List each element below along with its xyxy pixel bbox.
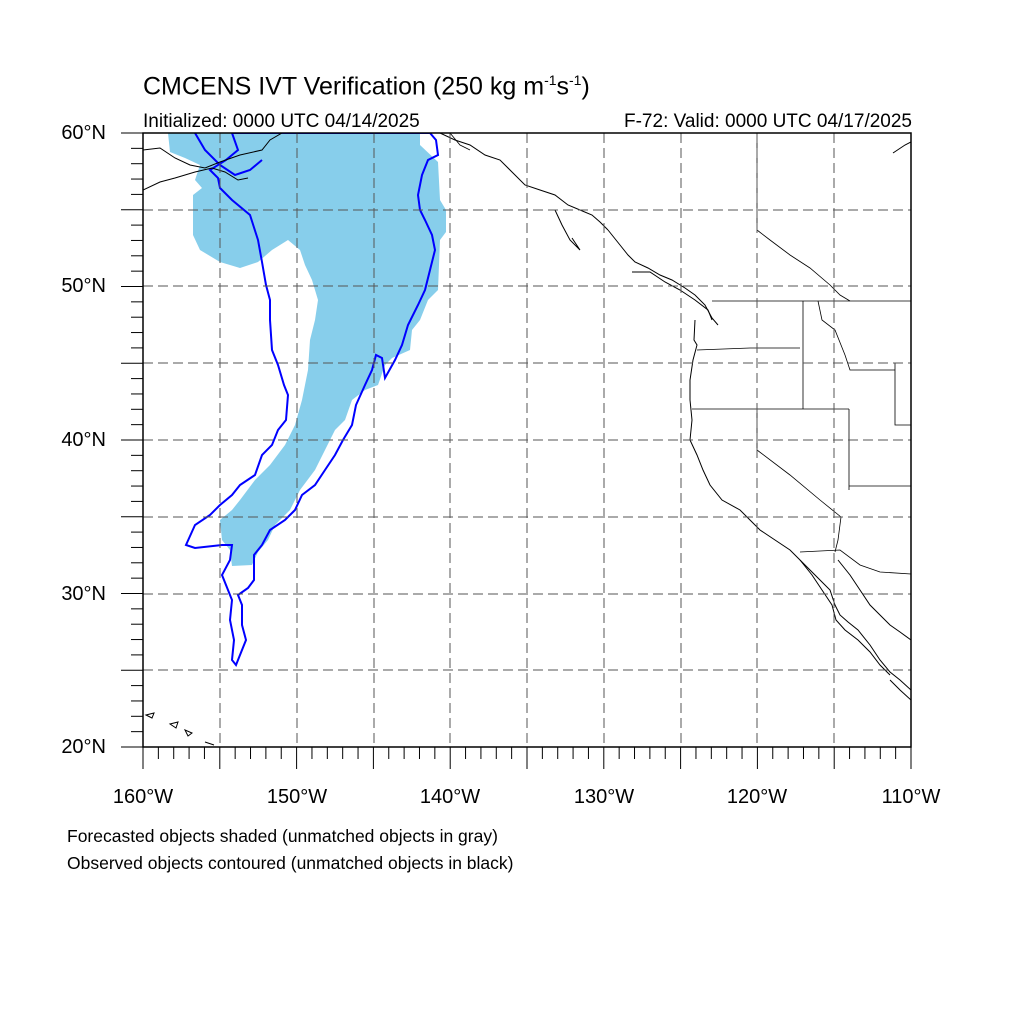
border-idaho-montana <box>817 300 895 371</box>
coastline-alaska-peninsula <box>143 167 249 191</box>
coastline-vancouver <box>632 271 713 321</box>
lon-label-150: 150°W <box>266 786 328 808</box>
coastline-bc-islands <box>554 209 581 251</box>
border-washington-oregon <box>696 347 800 351</box>
coastline-hawaii <box>144 712 215 746</box>
legend-forecast: Forecasted objects shaded (unmatched obj… <box>67 826 498 846</box>
observed-ivt-contour <box>184 133 440 667</box>
lon-label-140: 140°W <box>419 786 481 808</box>
border-wyoming <box>894 363 911 426</box>
lat-label-60: 60°N <box>61 122 106 144</box>
coastline-us-west <box>689 319 911 691</box>
lon-label-160: 160°W <box>112 786 174 808</box>
border-alberta-bc <box>756 133 851 302</box>
lon-label-130: 130°W <box>573 786 635 808</box>
border-arizona-nevada <box>834 516 842 553</box>
coastline-gulf-california <box>837 559 911 641</box>
lon-label-120: 120°W <box>726 786 788 808</box>
border-alaska-canada <box>449 133 471 151</box>
lon-label-110: 110°W <box>881 786 941 808</box>
lat-label-40: 40°N <box>61 429 106 451</box>
lat-label-30: 30°N <box>61 583 106 605</box>
observed-ivt-contour-top <box>194 133 263 177</box>
border-us-mexico <box>799 549 911 575</box>
forecast-gap <box>268 248 305 360</box>
coastline-hudson <box>892 141 911 154</box>
border-nevada-california <box>756 409 842 518</box>
chart-title: CMCENS IVT Verification (250 kg m-1s-1) <box>143 72 590 101</box>
coastline-bc <box>607 229 719 326</box>
valid-label: F-72: Valid: 0000 UTC 04/17/2025 <box>624 111 912 132</box>
initialized-label: Initialized: 0000 UTC 04/14/2025 <box>143 111 420 132</box>
coastline-alaska <box>143 133 283 169</box>
legend-observed: Observed objects contoured (unmatched ob… <box>67 853 514 873</box>
axis-ticks <box>121 132 912 769</box>
coastline-baja <box>799 559 891 676</box>
coastline-mexico <box>889 679 911 701</box>
forecast-ivt-object <box>168 133 446 566</box>
lat-label-20: 20°N <box>61 736 106 758</box>
coastline-gulf-alaska <box>439 133 609 231</box>
lat-label-50: 50°N <box>61 275 106 297</box>
